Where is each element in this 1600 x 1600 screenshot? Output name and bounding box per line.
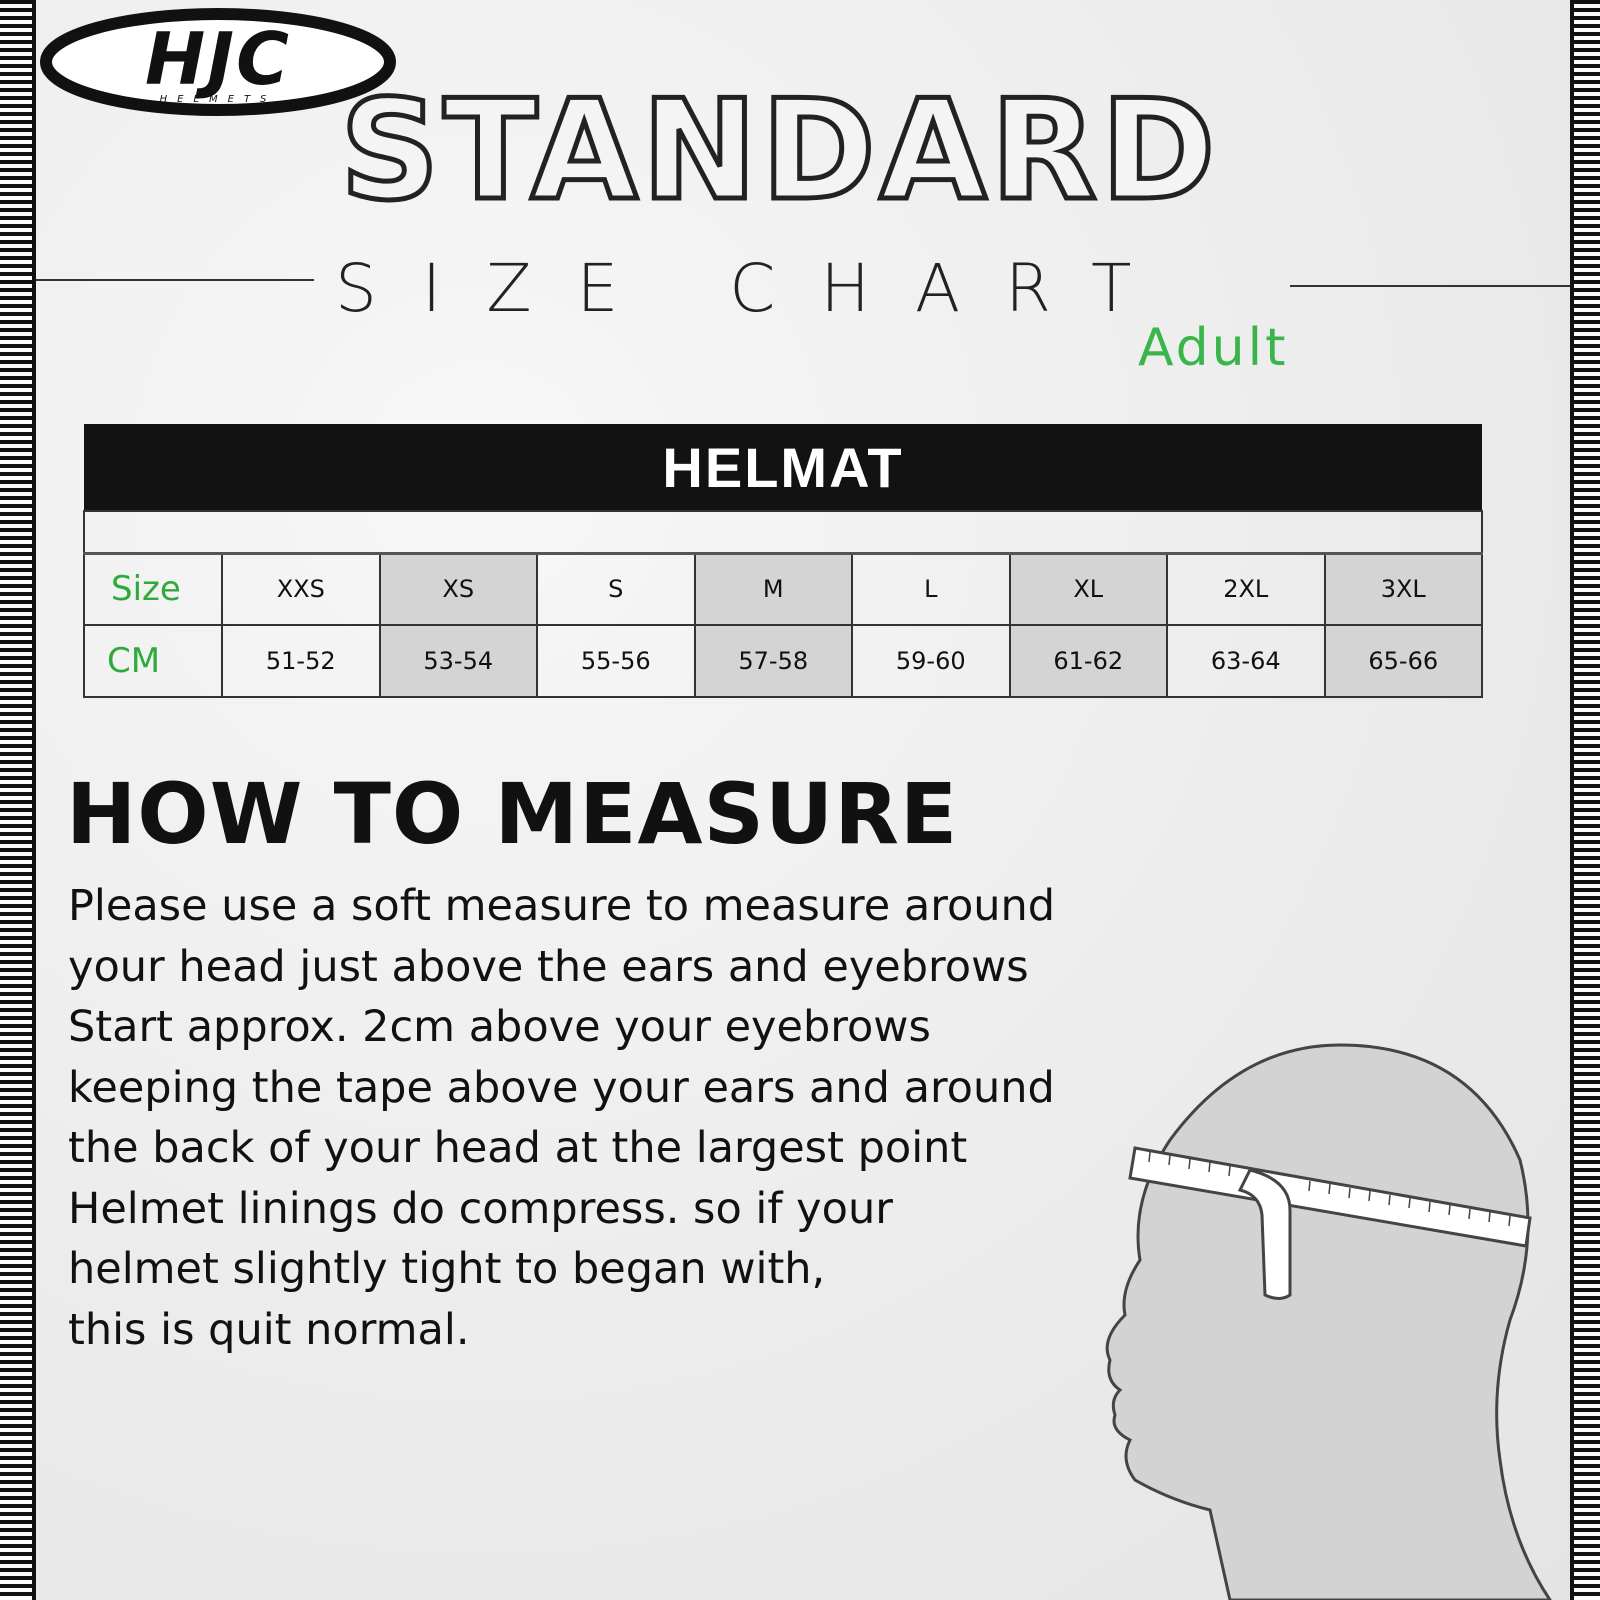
instruction-line: the back of your head at the largest poi… (68, 1123, 968, 1173)
instruction-line: keeping the tape above your ears and aro… (68, 1062, 1055, 1113)
table-title: HELMAT (84, 424, 1482, 511)
ruler-left (0, 0, 36, 1600)
size-cell: XXS (221, 552, 381, 626)
head-measuring-illustration (1105, 1043, 1552, 1600)
cm-cell: 65-66 (1323, 624, 1483, 698)
size-cell: M (693, 552, 853, 626)
divider-right (1290, 285, 1570, 287)
cm-cell: 63-64 (1166, 624, 1326, 698)
how-to-measure-heading: HOW TO MEASURE (66, 765, 959, 863)
instruction-line: helmet slightly tight to began with, (68, 1244, 826, 1294)
size-cell: S (536, 552, 696, 626)
cm-cell: 59-60 (851, 624, 1011, 698)
cm-cell: 55-56 (536, 624, 696, 698)
size-cell: 2XL (1166, 552, 1326, 626)
table-row-cm: CM 51-52 53-54 55-56 57-58 59-60 61-62 6… (83, 624, 1483, 698)
audience-label: Adult (1138, 318, 1289, 378)
instruction-line: this is quit normal. (68, 1304, 470, 1355)
size-label: Size (83, 552, 223, 626)
instruction-line: your head just above the ears and eyebro… (68, 941, 1029, 992)
cm-cell: 53-54 (378, 624, 538, 698)
cm-label: CM (83, 624, 223, 698)
blank-row (83, 510, 1483, 555)
divider-left (36, 279, 314, 281)
page-title: STANDARD (338, 70, 1220, 231)
instruction-line: Helmet linings do compress. so if your (68, 1183, 893, 1234)
instruction-line: Please use a soft measure to measure aro… (68, 881, 1056, 931)
ruler-right (1570, 0, 1600, 1600)
instruction-line: Start approx. 2cm above your eyebrows (68, 1002, 931, 1052)
size-cell: XS (378, 552, 538, 626)
subtitle: SIZE CHART (335, 250, 1177, 327)
size-table: HELMAT Size XXS XS S M L XL 2XL 3XL CM 5… (83, 424, 1483, 698)
table-row-size: Size XXS XS S M L XL 2XL 3XL (83, 552, 1483, 626)
svg-text:HELMETS: HELMETS (160, 94, 277, 105)
size-cell: 3XL (1323, 552, 1483, 626)
cm-cell: 61-62 (1008, 624, 1168, 698)
cm-cell: 57-58 (693, 624, 853, 698)
cm-cell: 51-52 (221, 624, 381, 698)
svg-text:HJC: HJC (145, 17, 291, 101)
size-cell: XL (1008, 552, 1168, 626)
size-cell: L (851, 552, 1011, 626)
hjc-logo: HJC HELMETS (40, 8, 396, 116)
instructions: Please use a soft measure to measure aro… (68, 876, 1055, 1360)
